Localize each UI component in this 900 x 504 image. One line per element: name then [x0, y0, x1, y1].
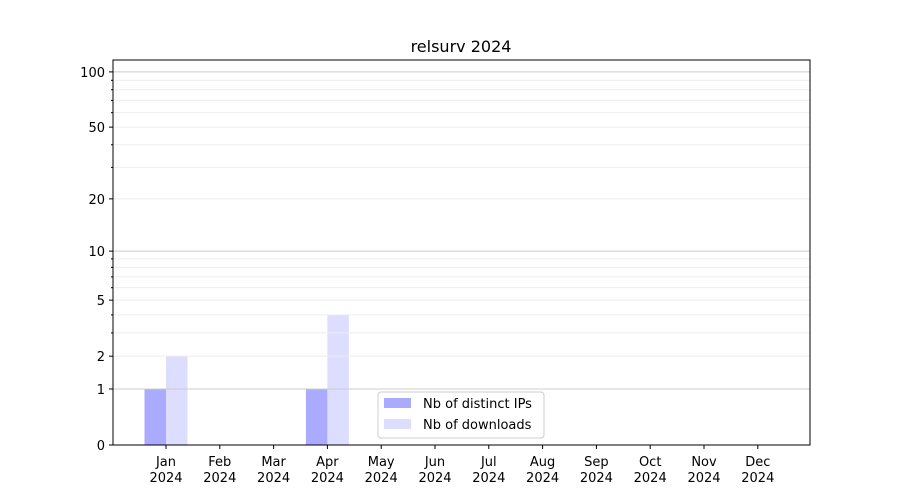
- x-tick-label-line: 2024: [472, 471, 505, 486]
- x-tick-label-line: Aug: [530, 455, 555, 470]
- x-tick-label: Mar 2024: [257, 455, 290, 486]
- y-tick-label: 50: [88, 121, 105, 136]
- legend-label: Nb of distinct IPs: [423, 397, 532, 412]
- y-tick-label: 20: [88, 193, 105, 208]
- x-tick-label-line: 2024: [418, 471, 451, 486]
- x-tick-label: Aug 2024: [526, 455, 559, 486]
- x-tick-label-line: 2024: [311, 471, 344, 486]
- bar-distinct-ips: [305, 388, 328, 445]
- x-tick-label-line: Oct: [639, 455, 661, 470]
- x-tick-label-line: 2024: [741, 471, 774, 486]
- legend-label: Nb of downloads: [423, 418, 532, 433]
- legend: Nb of distinct IPs Nb of downloads: [377, 391, 545, 439]
- y-tick-label: 2: [97, 350, 105, 365]
- bar-downloads: [327, 314, 349, 445]
- legend-swatch: [384, 419, 411, 429]
- legend-box: [377, 391, 545, 439]
- x-tick-label-line: 2024: [580, 471, 613, 486]
- y-tick-label: 1: [97, 383, 105, 398]
- x-tick-label: Jun 2024: [418, 455, 451, 486]
- legend-swatch: [384, 398, 411, 408]
- x-tick-label: May 2024: [365, 455, 398, 486]
- y-tick-label: 5: [97, 294, 105, 309]
- x-tick-label: Feb 2024: [203, 455, 236, 486]
- plot-frame: [112, 59, 811, 446]
- x-tick-label: Jul 2024: [472, 455, 505, 486]
- y-tick-label: 10: [88, 245, 105, 260]
- x-tick-label-line: Mar: [261, 455, 286, 470]
- x-tick-label-line: Sep: [584, 455, 609, 470]
- x-tick-label-line: 2024: [257, 471, 290, 486]
- y-tick-label: 0: [97, 439, 105, 454]
- x-tick-label-line: 2024: [203, 471, 236, 486]
- bar-distinct-ips: [144, 388, 166, 445]
- x-tick-label: Nov 2024: [687, 455, 720, 486]
- x-tick-label-line: 2024: [365, 471, 398, 486]
- x-tick-label-line: 2024: [149, 471, 182, 486]
- x-tick-label-line: 2024: [687, 471, 720, 486]
- x-tick-label: Jan 2024: [149, 455, 182, 486]
- x-tick-label-line: Dec: [745, 455, 770, 470]
- x-tick-label: Sep 2024: [580, 455, 613, 486]
- chart-title: relsurv 2024: [411, 37, 512, 56]
- x-tick-label-line: 2024: [634, 471, 667, 486]
- y-tick-label: 100: [80, 66, 105, 81]
- x-tick-label-line: Apr: [316, 455, 339, 470]
- x-tick-label-line: Feb: [208, 455, 231, 470]
- x-tick-label-line: Nov: [691, 455, 717, 470]
- bar-downloads: [166, 356, 188, 445]
- x-tick-label: Dec 2024: [741, 455, 774, 486]
- x-tick-label: Oct 2024: [634, 455, 667, 486]
- x-tick-label-line: Jun: [424, 455, 445, 470]
- x-tick-label-line: 2024: [526, 471, 559, 486]
- x-tick-label-line: May: [368, 455, 395, 470]
- x-tick-label-line: Jul: [480, 455, 497, 470]
- x-tick-label-line: Jan: [155, 455, 176, 470]
- x-tick-label: Apr 2024: [311, 455, 344, 486]
